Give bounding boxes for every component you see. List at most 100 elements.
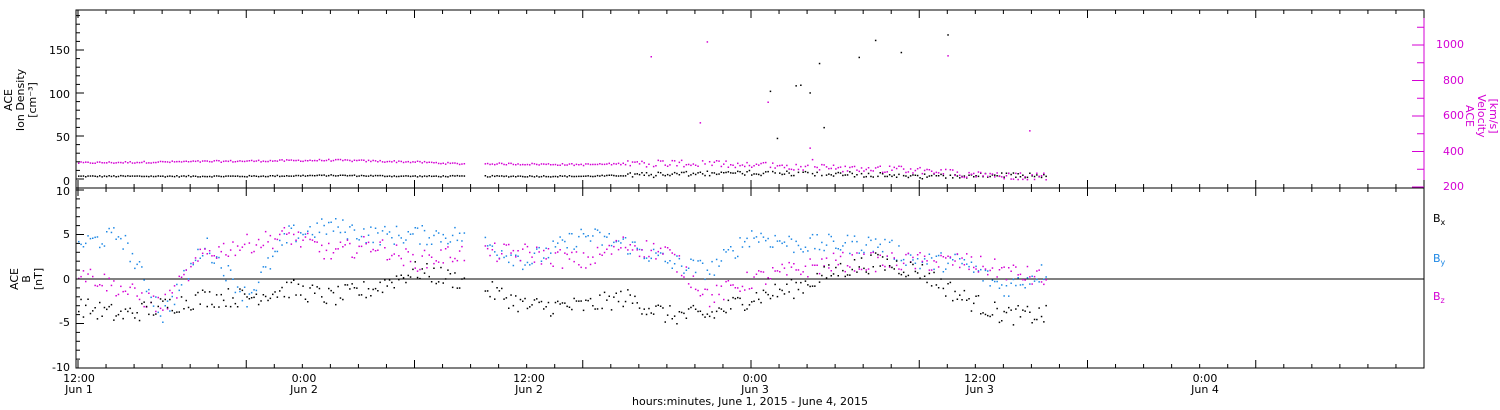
bz-point <box>617 248 620 251</box>
bx-point <box>529 306 531 308</box>
velocity-point <box>793 169 795 171</box>
bx-point <box>416 276 419 279</box>
by-point <box>257 281 260 284</box>
by-point <box>94 236 96 239</box>
bz-point <box>966 253 968 255</box>
by-point <box>566 247 568 249</box>
bx-point <box>634 295 636 298</box>
bx-point <box>601 307 603 310</box>
velocity-point <box>173 161 176 163</box>
velocity-point <box>624 163 627 166</box>
bz-point <box>288 232 290 234</box>
bz-point <box>559 249 561 251</box>
density-point <box>173 175 176 178</box>
density-point <box>711 172 713 174</box>
velocity-point <box>648 163 650 165</box>
bz-point <box>662 253 664 255</box>
density-point <box>428 175 430 177</box>
bz-point <box>461 245 463 248</box>
bz-point <box>655 258 657 260</box>
bx-point <box>912 263 914 266</box>
by-point <box>715 258 718 261</box>
velocity-point <box>323 160 325 162</box>
bz-point <box>164 293 166 296</box>
velocity-point <box>706 41 709 43</box>
bz-point <box>197 260 199 262</box>
bz-point <box>412 253 414 256</box>
velocity-point <box>131 162 134 164</box>
velocity-point <box>192 160 194 162</box>
bx-point <box>96 318 99 320</box>
bz-point <box>718 293 720 296</box>
velocity-point <box>272 160 274 162</box>
bx-point <box>295 294 297 296</box>
bx-point <box>947 283 949 285</box>
density-tick-labels: 0 50 100 150 <box>49 44 70 188</box>
density-point <box>236 175 239 177</box>
bx-point <box>818 281 821 283</box>
by-point <box>952 259 954 261</box>
density-point <box>977 175 980 178</box>
velocity-point <box>379 159 381 162</box>
bx-point <box>652 313 655 315</box>
density-point <box>573 175 575 178</box>
bz-point <box>879 254 881 256</box>
by-point <box>398 234 400 237</box>
bx-point <box>814 285 816 287</box>
bz-point <box>440 249 442 251</box>
velocity-point <box>592 163 594 166</box>
density-point <box>80 175 82 177</box>
bx-point <box>620 290 622 293</box>
by-point <box>302 233 304 236</box>
density-point <box>926 176 928 178</box>
bx-point <box>503 298 505 300</box>
bx-point <box>222 299 225 302</box>
bz-point <box>321 244 323 247</box>
bz-point <box>769 278 772 280</box>
by-point <box>496 254 498 256</box>
by-point <box>912 259 914 261</box>
bx-point <box>715 310 718 313</box>
bx-point <box>386 285 388 287</box>
bx-point <box>1003 310 1005 313</box>
by-point <box>379 244 381 246</box>
bz-point <box>585 267 587 269</box>
density-point <box>489 176 491 178</box>
density-point <box>398 175 400 178</box>
velocity-point <box>204 160 206 162</box>
by-point <box>540 260 543 262</box>
density-point <box>676 172 678 175</box>
by-point <box>395 225 398 228</box>
by-point <box>891 239 893 242</box>
by-point <box>900 259 903 262</box>
by-point <box>1029 283 1031 285</box>
density-point <box>952 177 954 179</box>
bx-point <box>842 269 844 272</box>
bz-point <box>772 267 774 269</box>
by-point <box>435 230 437 232</box>
density-point <box>994 174 996 176</box>
bz-point <box>183 273 185 276</box>
velocity-tick-label: 400 <box>1443 145 1464 158</box>
velocity-point <box>243 160 246 163</box>
by-point <box>176 283 178 286</box>
by-point <box>510 254 512 256</box>
by-point <box>676 255 678 257</box>
velocity-point <box>456 162 459 165</box>
velocity-point <box>290 159 293 161</box>
density-point <box>973 176 975 178</box>
bx-point <box>692 304 695 307</box>
velocity-point <box>318 158 321 161</box>
bx-point <box>575 300 578 302</box>
bx-point <box>402 277 405 279</box>
by-point <box>159 315 162 317</box>
velocity-point <box>636 161 638 163</box>
bx-point <box>400 274 402 276</box>
velocity-point <box>255 160 258 162</box>
bz-point <box>120 285 122 288</box>
velocity-point <box>573 164 575 167</box>
velocity-point <box>776 165 779 167</box>
by-point <box>218 256 220 259</box>
velocity-point <box>510 162 512 165</box>
density-point <box>522 175 524 178</box>
